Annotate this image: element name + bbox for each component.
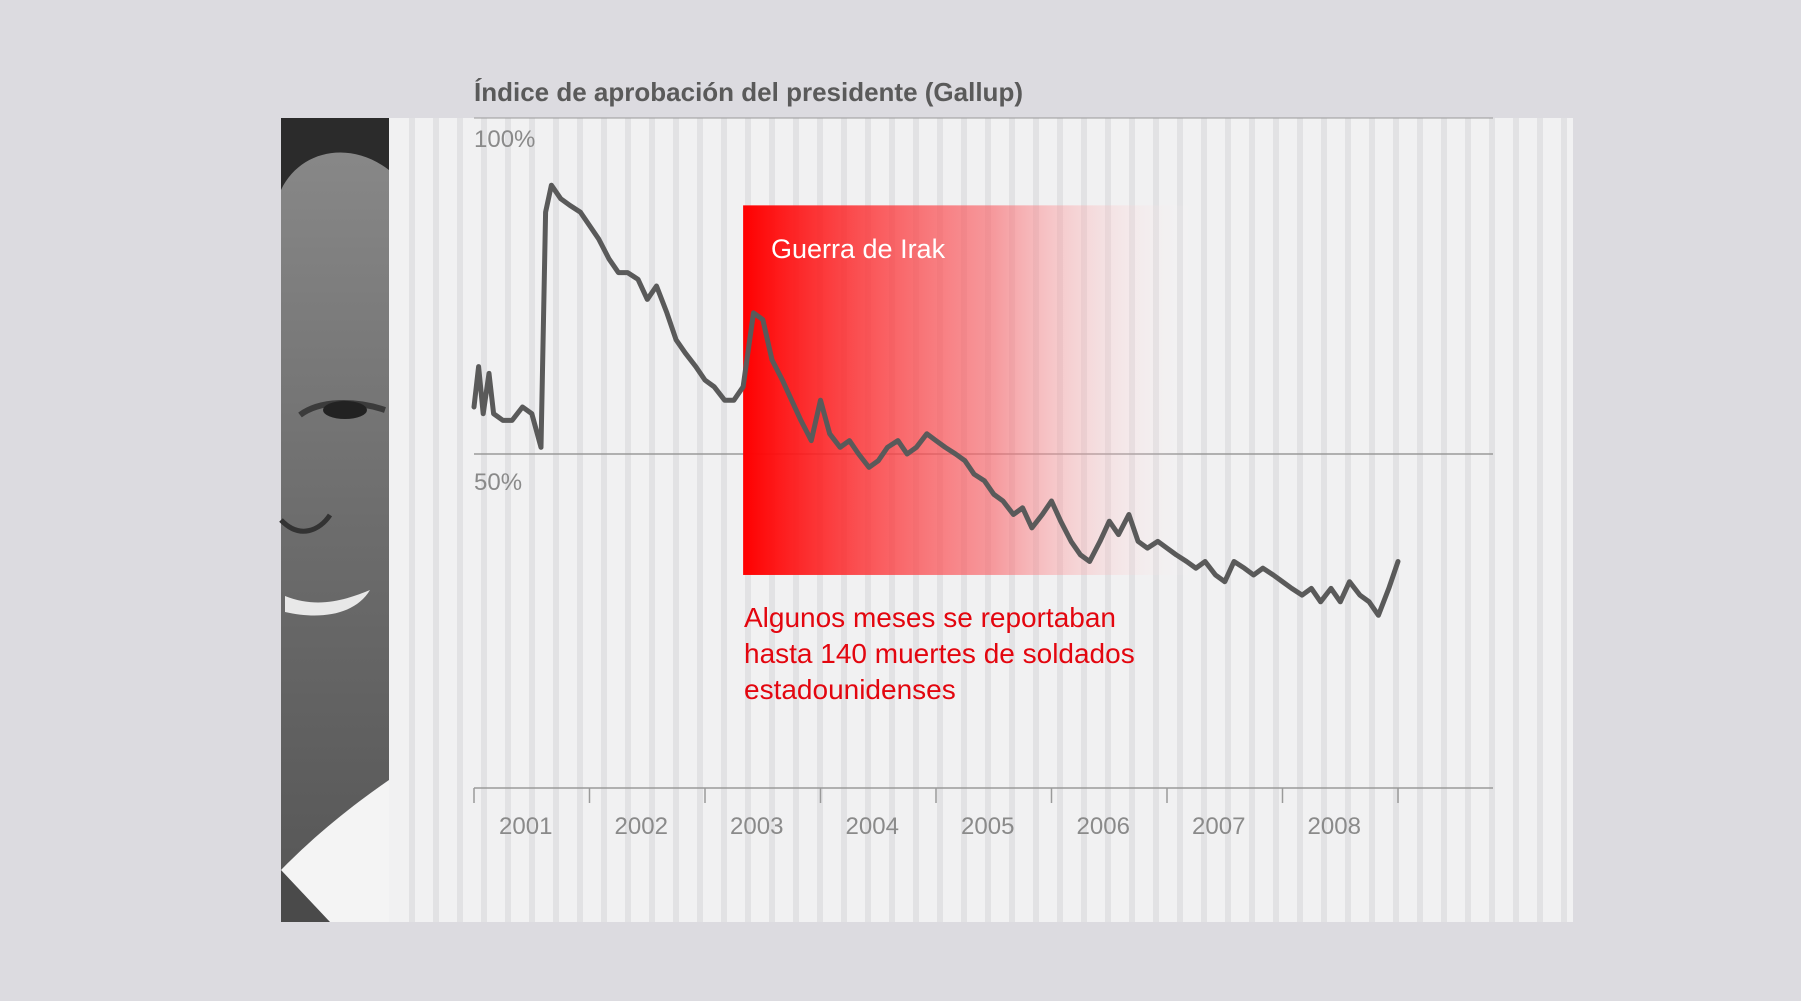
stripe [625, 118, 631, 922]
x-tick-2005: 2005 [961, 813, 1014, 840]
iraq-war-highlight [743, 205, 1200, 575]
stripe [1489, 118, 1495, 922]
x-tick-2004: 2004 [846, 813, 899, 840]
x-tick-2006: 2006 [1077, 813, 1130, 840]
x-axis-ticks: 2001 2002 2003 2004 2005 2006 2007 2008 [473, 788, 1399, 840]
x-tick-2007: 2007 [1192, 813, 1245, 840]
stripe [1225, 118, 1231, 922]
stripe [1465, 118, 1471, 922]
stripe [1273, 118, 1279, 922]
stripe [697, 118, 703, 922]
stripe [1369, 118, 1375, 922]
stripe [1201, 118, 1207, 922]
iraq-war-label: Guerra de Irak [771, 234, 946, 264]
y-tick-100: 100% [474, 126, 535, 153]
stripe [1393, 118, 1399, 922]
note-line-1: Algunos meses se reportaban [744, 602, 1116, 633]
x-tick-2003: 2003 [730, 813, 783, 840]
stripe [409, 118, 415, 922]
stripe [1345, 118, 1351, 922]
stripe [649, 118, 655, 922]
y-tick-50: 50% [474, 469, 522, 496]
stripe [721, 118, 727, 922]
stripe [1441, 118, 1447, 922]
stripe [673, 118, 679, 922]
stripe [1513, 118, 1519, 922]
chart-title: Índice de aprobación del presidente (Gal… [474, 77, 1023, 107]
stripe [1417, 118, 1423, 922]
stripe [1321, 118, 1327, 922]
note-line-2: hasta 140 muertes de soldados [744, 638, 1135, 669]
stripe [481, 118, 487, 922]
approval-line-series [471, 182, 1401, 618]
stripe [1249, 118, 1255, 922]
x-tick-2001: 2001 [499, 813, 552, 840]
stripe [505, 118, 511, 922]
stripe [1561, 118, 1567, 922]
stripe [433, 118, 439, 922]
stripe [1537, 118, 1543, 922]
stripe [457, 118, 463, 922]
stripe [529, 118, 535, 922]
stripe [601, 118, 607, 922]
x-tick-2008: 2008 [1308, 813, 1361, 840]
stripe [1297, 118, 1303, 922]
stripe [577, 118, 583, 922]
portrait-image [279, 118, 389, 922]
stripe [553, 118, 559, 922]
note-line-3: estadounidenses [744, 674, 956, 705]
x-tick-2002: 2002 [615, 813, 668, 840]
